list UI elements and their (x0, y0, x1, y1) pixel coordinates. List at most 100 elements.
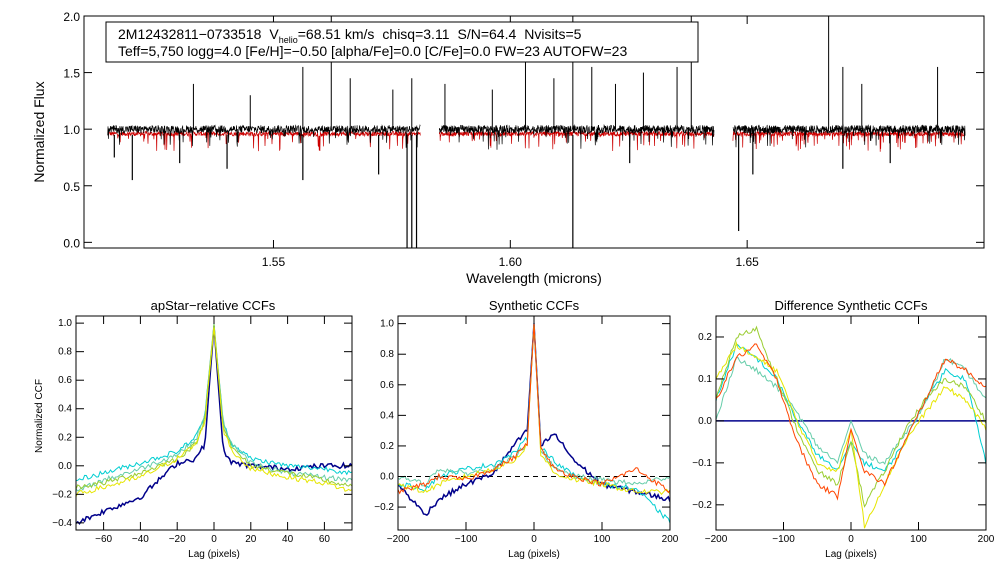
x-tick-label: 200 (662, 534, 679, 545)
x-tick-label: 0 (211, 534, 217, 545)
apstar-ccf-panel: apStar−relative CCFs −60 −40 −20 0 20 40 60 −0.… (34, 298, 353, 560)
visit3-ccf-line (716, 356, 986, 465)
ccf-series-group (76, 323, 352, 525)
synthetic-ccf-xlabel: Lag (pixels) (508, 549, 560, 560)
x-tick-label: 100 (594, 534, 611, 545)
y-tick-label: 1.5 (63, 67, 80, 81)
x-tick-label: 1.60 (499, 255, 523, 269)
visit4-ccf-line (716, 325, 986, 508)
x-tick-label: −20 (169, 534, 186, 545)
y-tick-label: −0.1 (692, 458, 712, 469)
y-tick-label: 0.6 (380, 380, 394, 391)
x-tick-label: 100 (910, 534, 927, 545)
visit4-ccf-line (398, 323, 670, 496)
ccf-series-group (716, 325, 986, 529)
y-tick-label: 0.2 (58, 432, 72, 443)
visit4-ccf-line (76, 324, 352, 490)
apstar-ccf-xlabel: Lag (pixels) (188, 549, 240, 560)
x-tick-label: −40 (132, 534, 149, 545)
model-spectrum-line (438, 130, 715, 152)
spectrum-frame (83, 15, 985, 249)
y-tick-label: 0.0 (63, 236, 80, 250)
difference-ccf-xlabel: Lag (pixels) (825, 549, 877, 560)
y-tick-label: 0.6 (58, 375, 72, 386)
synthetic-ccf-frame (397, 315, 671, 531)
info-box: 2M12432811−0733518 Vhelio=68.51 km/s chisq… (105, 21, 699, 63)
x-tick-label: 20 (245, 534, 257, 545)
x-tick-label: −100 (455, 534, 478, 545)
x-tick-label: −60 (95, 534, 112, 545)
visit6-ccf-line (716, 343, 986, 501)
synthetic-ccf-panel: Synthetic CCFs −200 −100 0 100 200 −0.2 0.0 0.2… (374, 298, 679, 560)
y-tick-label: 0.8 (380, 349, 394, 360)
synthetic-ccf-ticks: −200 −100 0 100 200 −0.2 0.0 0.2 0.4 0.6 0.8 1.0 (374, 316, 679, 545)
y-tick-label: 0.4 (58, 404, 72, 415)
apstar-ccf-title: apStar−relative CCFs (151, 298, 276, 313)
x-tick-label: 0 (531, 534, 537, 545)
spectrum-xlabel: Wavelength (microns) (466, 270, 602, 286)
info-box-frame (105, 21, 699, 63)
info-vhelio-value: =68.51 km/s (298, 26, 375, 42)
y-tick-label: 0.0 (698, 416, 712, 427)
x-tick-label: 1.65 (735, 255, 759, 269)
synthetic-ccf-title: Synthetic CCFs (489, 298, 580, 313)
y-tick-label: 1.0 (58, 318, 72, 329)
x-tick-label: −100 (772, 534, 795, 545)
x-tick-label: 60 (319, 534, 331, 545)
x-tick-label: 1.55 (262, 255, 286, 269)
info-snr: S/N=64.4 (457, 26, 516, 42)
y-tick-label: 0.8 (58, 347, 72, 358)
observed-spectrum-line (438, 124, 715, 150)
y-tick-label: −0.2 (374, 502, 394, 513)
difference-ccf-panel: Difference Synthetic CCFs −200 −100 0 100 20… (692, 298, 995, 560)
difference-ccf-title: Difference Synthetic CCFs (775, 298, 928, 313)
apstar-ccf-ticks: −60 −40 −20 0 20 40 60 −0.4 −0.2 0.0 0.2 0.4 0.6 0.8 1… (52, 316, 352, 545)
y-tick-label: −0.2 (52, 489, 72, 500)
spectrum-ticks: 1.55 1.60 1.65 0.0 0.5 1.0 1.5 2.0 (63, 10, 984, 269)
visit1-ccf-line (398, 323, 670, 517)
info-chisq: chisq=3.11 (382, 26, 449, 42)
difference-ccf-lines (716, 325, 986, 529)
y-tick-label: 0.5 (63, 180, 80, 194)
model-spectrum-line (107, 130, 421, 152)
x-tick-label: 200 (978, 534, 995, 545)
x-tick-label: 40 (282, 534, 294, 545)
difference-ccf-frame (715, 315, 987, 531)
y-tick-label: −0.2 (692, 500, 712, 511)
spectrum-ylabel: Normalized Flux (31, 81, 47, 182)
y-tick-label: 0.0 (58, 461, 72, 472)
x-tick-label: −200 (387, 534, 410, 545)
info-vhelio-label: V (269, 26, 279, 42)
info-vhelio-sub: helio (279, 35, 298, 45)
info-star: 2M12432811−0733518 (118, 26, 262, 42)
y-tick-label: 0.2 (698, 332, 712, 343)
x-tick-label: 0 (848, 534, 854, 545)
y-tick-label: 1.0 (63, 123, 80, 137)
spectrum-panel: 1.55 1.60 1.65 0.0 0.5 1.0 1.5 2.0 Wavelength (… (31, 10, 985, 286)
apstar-ccf-ylabel: Normalized CCF (34, 379, 45, 453)
apstar-ccf-frame (75, 315, 353, 531)
info-params: Teff=5,750 logg=4.0 [Fe/H]=−0.50 [alpha/… (118, 43, 627, 59)
visit5-ccf-line (398, 323, 670, 495)
y-tick-label: 0.4 (380, 410, 394, 421)
y-tick-label: 0.2 (380, 441, 394, 452)
difference-ccf-ticks: −200 −100 0 100 200 −0.2 −0.1 0.0 0.1 0.2 (692, 316, 995, 545)
observed-spectrum-line (732, 124, 966, 148)
visit5-ccf-line (716, 340, 986, 529)
ccf-series-group (398, 323, 670, 524)
synthetic-ccf-lines (398, 323, 670, 524)
y-tick-label: −0.4 (52, 518, 72, 529)
info-line-1: 2M12432811−0733518 Vhelio=68.51 km/s chisq… (118, 26, 582, 45)
visit3-ccf-line (398, 323, 670, 487)
visit1-ccf-line (76, 325, 352, 525)
y-tick-label: 2.0 (63, 10, 80, 24)
apstar-ccf-lines (76, 323, 352, 525)
observed-spectrum-line (107, 124, 421, 148)
visit5-ccf-line (76, 327, 352, 497)
visit2-ccf-line (76, 325, 352, 482)
info-nvisits: Nvisits=5 (524, 26, 581, 42)
visit2-ccf-line (716, 343, 986, 472)
x-tick-label: −200 (705, 534, 728, 545)
y-tick-label: 0.0 (380, 472, 394, 483)
